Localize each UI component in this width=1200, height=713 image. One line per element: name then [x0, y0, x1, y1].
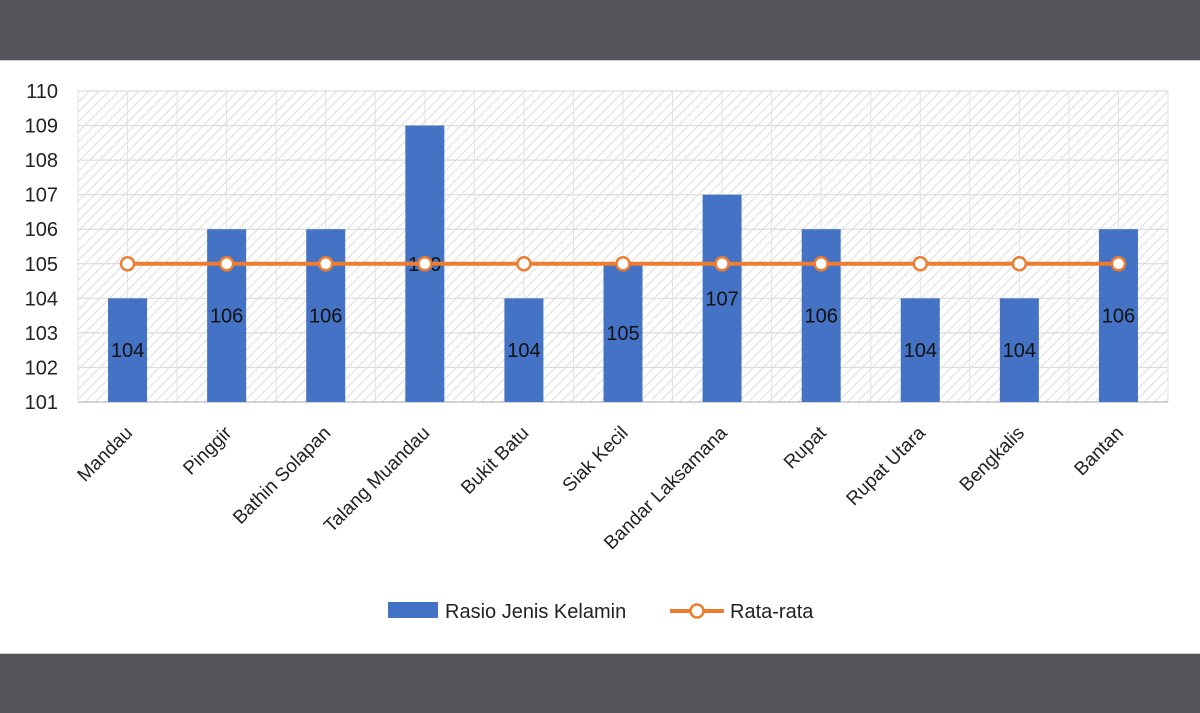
y-axis-tick-labels: 101 102 103 104 105 106 107 108 109 110: [25, 81, 58, 414]
x-category-label: Rupat: [780, 422, 831, 473]
average-marker: [516, 256, 532, 272]
average-marker: [1110, 256, 1127, 272]
bar: [108, 298, 148, 402]
y-tick-label: 110: [26, 81, 58, 103]
bar-data-label: 104: [111, 340, 144, 362]
legend: Rasio Jenis Kelamin Rata-rata: [388, 601, 814, 623]
bar: [999, 298, 1039, 402]
bar-data-labels: 104106106109104105107106104104106: [111, 254, 1135, 362]
bar-data-label: 107: [705, 288, 738, 310]
legend-line-marker: [689, 603, 705, 619]
legend-bar-swatch: [388, 602, 438, 618]
bar-data-label: 106: [309, 306, 342, 328]
x-category-label: Rupat Utara: [843, 422, 931, 510]
average-marker: [813, 256, 829, 272]
bar: [504, 298, 544, 402]
y-tick-label: 105: [25, 254, 58, 276]
y-tick-label: 103: [25, 323, 58, 345]
average-marker: [714, 256, 730, 272]
x-category-label: Siak Kecil: [559, 423, 633, 497]
line-series: [119, 256, 1127, 272]
bar-data-label: 105: [606, 323, 639, 345]
average-marker: [912, 256, 929, 272]
average-marker: [615, 256, 631, 272]
x-category-label: Mandau: [74, 423, 137, 486]
x-category-label: Bantan: [1071, 423, 1128, 480]
average-marker: [1011, 256, 1028, 272]
bar: [900, 298, 940, 402]
legend-label-bars: Rasio Jenis Kelamin: [445, 601, 626, 623]
average-marker: [119, 256, 136, 272]
x-category-label: Bengkalis: [956, 423, 1029, 496]
bar-data-label: 106: [1102, 306, 1135, 328]
bar-data-label: 106: [210, 306, 243, 328]
bar-data-label: 104: [904, 340, 937, 362]
bar-data-label: 104: [1003, 340, 1036, 362]
bar: [603, 263, 643, 402]
x-category-label: Bathin Solapan: [229, 423, 335, 529]
y-tick-label: 108: [25, 150, 58, 172]
chart-svg: 101 102 103 104 105 106 107 108 109 110 Mandau Pin…: [25, 81, 1169, 623]
y-tick-label: 101: [25, 392, 58, 414]
average-marker: [417, 256, 433, 272]
y-tick-label: 102: [25, 357, 58, 379]
y-tick-label: 109: [25, 116, 58, 138]
bar-data-label: 106: [804, 306, 837, 328]
y-tick-label: 104: [25, 288, 58, 310]
chart-frame: 101 102 103 104 105 106 107 108 109 110 Mandau Pin…: [0, 60, 1200, 654]
bar: [702, 194, 742, 402]
legend-label-line: Rata-rata: [730, 601, 814, 623]
x-category-label: Talang Muandau: [320, 423, 434, 537]
bar-data-label: 104: [507, 340, 540, 362]
x-category-label: Pinggir: [179, 422, 236, 479]
y-tick-label: 106: [25, 219, 58, 241]
x-category-label: Bukit Batu: [457, 423, 533, 499]
average-marker: [218, 256, 235, 272]
y-tick-label: 107: [25, 185, 58, 207]
average-marker: [317, 256, 334, 272]
